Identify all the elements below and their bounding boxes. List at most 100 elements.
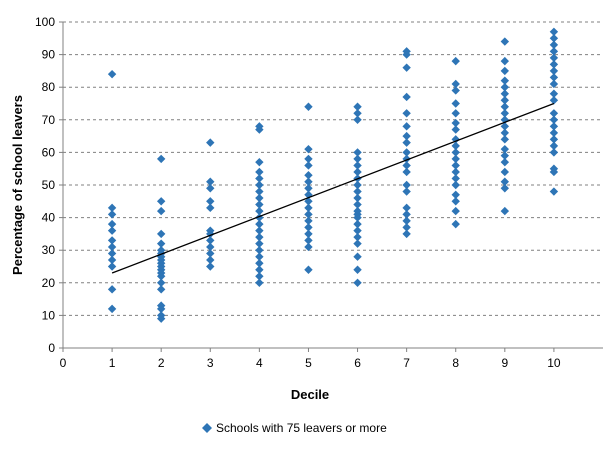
data-point — [353, 193, 362, 203]
data-points — [107, 27, 559, 323]
data-point — [206, 177, 215, 186]
data-point — [206, 197, 215, 206]
data-point — [107, 226, 117, 235]
data-point — [156, 285, 166, 294]
data-point — [549, 128, 559, 138]
data-point — [255, 200, 264, 209]
data-point — [402, 180, 411, 190]
data-point — [353, 200, 362, 209]
data-point — [500, 66, 510, 76]
data-point — [451, 125, 460, 134]
data-point — [500, 76, 510, 85]
data-point — [156, 229, 166, 239]
data-point — [156, 197, 166, 206]
data-point — [402, 131, 411, 141]
data-point — [451, 154, 460, 164]
data-point — [549, 115, 559, 124]
data-point — [304, 236, 313, 245]
data-point — [353, 226, 362, 235]
data-point — [549, 167, 559, 177]
data-point — [402, 161, 411, 170]
data-point — [255, 219, 264, 229]
legend-marker-icon — [202, 423, 212, 433]
data-point — [255, 232, 264, 242]
data-point — [451, 141, 460, 151]
y-tick-label: 100 — [35, 15, 55, 29]
data-point — [451, 109, 460, 118]
data-point — [304, 154, 313, 164]
data-point — [500, 177, 510, 186]
data-point — [549, 141, 559, 151]
data-point — [500, 128, 510, 138]
data-point — [500, 102, 510, 111]
y-tick-label: 0 — [48, 341, 55, 355]
data-point — [451, 190, 460, 199]
data-point — [255, 259, 264, 268]
data-point — [107, 285, 117, 294]
data-point — [500, 206, 510, 216]
data-point — [255, 239, 264, 248]
data-point — [451, 118, 460, 128]
data-point — [500, 122, 510, 131]
x-axis-title: Decile — [291, 387, 329, 402]
data-point — [402, 50, 411, 59]
data-point — [353, 265, 362, 274]
data-point — [402, 216, 411, 226]
data-point — [304, 216, 313, 226]
data-point — [451, 174, 460, 183]
data-point — [451, 148, 460, 157]
data-point — [255, 246, 264, 255]
data-point — [549, 27, 559, 36]
data-point — [353, 161, 362, 170]
y-tick-labels: 0 10 20 30 40 50 60 70 80 90 100 — [35, 15, 55, 355]
data-point — [156, 304, 166, 314]
data-point — [500, 109, 510, 118]
data-point — [353, 213, 362, 222]
data-point — [255, 272, 264, 281]
data-point — [304, 161, 313, 170]
data-point — [451, 99, 460, 108]
data-point — [549, 148, 559, 157]
data-point — [107, 249, 117, 258]
data-point — [402, 229, 411, 239]
data-point — [549, 34, 559, 43]
data-point — [353, 102, 362, 111]
x-tick-label: 7 — [403, 356, 410, 370]
x-tick-label: 6 — [354, 356, 361, 370]
data-point — [500, 56, 510, 66]
data-point — [156, 314, 166, 323]
data-point — [304, 210, 313, 219]
data-point — [500, 89, 510, 98]
y-tick-label: 20 — [42, 276, 56, 290]
x-tick-label: 10 — [547, 356, 561, 370]
x-tick-label: 4 — [256, 356, 263, 370]
data-point — [206, 138, 215, 147]
data-point — [304, 177, 313, 186]
data-point — [500, 37, 510, 46]
x-tick-label: 1 — [109, 356, 116, 370]
data-point — [402, 148, 411, 157]
trendline-group — [111, 102, 555, 274]
data-point — [402, 203, 411, 213]
data-point — [549, 109, 559, 118]
data-point — [255, 174, 264, 183]
data-point — [107, 203, 117, 213]
data-point — [255, 206, 264, 216]
data-point — [255, 252, 264, 261]
data-point — [353, 148, 362, 157]
data-point — [402, 210, 411, 219]
data-point — [255, 193, 264, 203]
data-point — [107, 304, 117, 314]
data-point — [549, 187, 559, 196]
data-point — [451, 206, 460, 216]
y-tick-label: 60 — [42, 145, 56, 159]
data-point — [206, 184, 215, 193]
data-point — [549, 79, 559, 89]
data-point — [304, 102, 313, 111]
data-point — [549, 40, 559, 50]
data-point — [304, 144, 313, 154]
data-point — [500, 151, 510, 160]
data-point — [304, 223, 313, 232]
data-point — [549, 96, 559, 105]
data-point — [304, 229, 313, 239]
